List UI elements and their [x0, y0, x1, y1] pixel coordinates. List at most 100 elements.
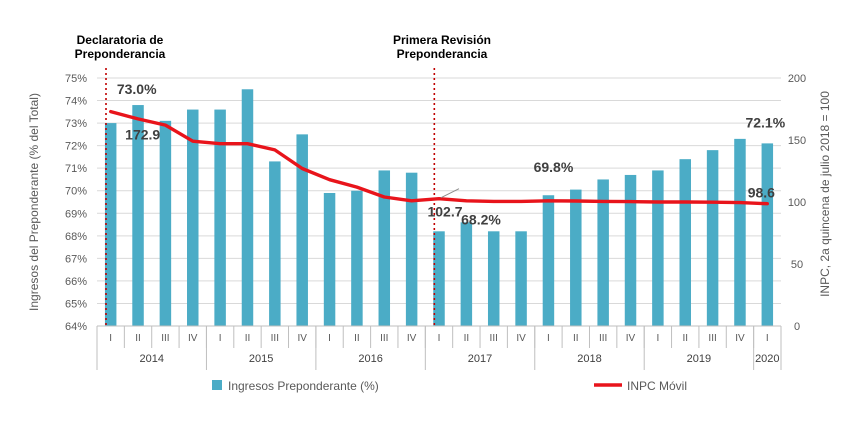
- x-tick-label: IV: [516, 333, 526, 344]
- bar: [405, 172, 418, 326]
- y-right-axis-title: INPC, 2a quincena de julio 2018 = 100: [818, 91, 832, 297]
- inpc-line: [108, 109, 769, 206]
- bar: [269, 161, 281, 326]
- x-tick-label: I: [109, 333, 112, 344]
- x-tick-label: IV: [297, 333, 307, 344]
- bar: [487, 231, 500, 326]
- bar: [132, 105, 144, 327]
- axes: 64% 65% 66% 67% 68% 69% 70% 71% 72% 73% 74% 75% 0 50 1…: [27, 73, 832, 370]
- x-year-label: 2020: [755, 353, 779, 365]
- bar: [296, 134, 308, 326]
- y-left-tick-label: 72%: [65, 141, 87, 153]
- bar: [679, 159, 691, 326]
- x-tick-label: I: [328, 333, 331, 344]
- x-tick-label: III: [599, 333, 607, 344]
- y-left-tick-label: 74%: [65, 96, 87, 108]
- x-tick-label: IV: [188, 333, 198, 344]
- x-tick-label: III: [271, 333, 279, 344]
- data-label: 73.0%: [117, 81, 157, 97]
- bar: [652, 170, 664, 326]
- x-tick-label: II: [573, 333, 579, 344]
- data-labels: 73.0% 172.9 102.768.2% 69.8% 72.1% 98.6: [117, 81, 786, 227]
- legend: Ingresos Preponderante (%) INPC Móvil: [212, 379, 687, 393]
- y-right-tick-label: 200: [788, 73, 806, 85]
- line-series: [108, 109, 769, 206]
- data-label: 98.6: [748, 185, 775, 201]
- data-label: 72.1%: [745, 114, 785, 130]
- bar: [187, 109, 199, 327]
- data-label: 68.2%: [461, 211, 501, 227]
- y-right-tick-label: 150: [788, 135, 806, 147]
- y-right-tick-label: 100: [788, 197, 806, 209]
- y-right-tick-label: 0: [794, 321, 800, 333]
- y-right-tick-label: 50: [791, 259, 803, 271]
- bar: [624, 174, 637, 326]
- bar-series: [104, 89, 774, 327]
- bar: [241, 89, 254, 326]
- bar: [351, 190, 363, 326]
- x-tick-label: IV: [407, 333, 417, 344]
- x-year-label: 2014: [139, 353, 163, 365]
- marker-caption: Primera Revisión Preponderancia: [393, 33, 491, 61]
- bar: [570, 189, 582, 326]
- y-left-tick-label: 67%: [65, 253, 87, 265]
- marker-caption-line: Preponderancia: [75, 47, 166, 61]
- x-tick-label: II: [354, 333, 360, 344]
- bar: [542, 195, 555, 326]
- legend-label: Ingresos Preponderante (%): [228, 379, 379, 393]
- bar: [159, 120, 172, 326]
- x-tick-label: III: [708, 333, 716, 344]
- y-left-axis-title: Ingresos del Preponderante (% del Total): [27, 93, 41, 311]
- x-tick-label: III: [380, 333, 388, 344]
- y-left-tick-label: 71%: [65, 163, 87, 175]
- x-year-label: 2015: [249, 353, 273, 365]
- y-left-tick-label: 73%: [65, 118, 87, 130]
- data-label-leader: [440, 188, 460, 199]
- y-left-tick-label: 65%: [65, 298, 87, 310]
- bar: [104, 123, 117, 326]
- x-year-label: 2017: [468, 353, 492, 365]
- bar: [378, 170, 391, 326]
- marker-caption: Declaratoria de Preponderancia: [75, 33, 166, 61]
- x-tick-label: I: [438, 333, 441, 344]
- bar: [597, 179, 609, 326]
- y-left-tick-label: 69%: [65, 208, 87, 220]
- bar: [433, 231, 445, 326]
- marker-caption-line: Declaratoria de: [77, 33, 164, 47]
- x-tick-label: II: [682, 333, 688, 344]
- x-tick-label: I: [656, 333, 659, 344]
- legend-label: INPC Móvil: [627, 379, 687, 393]
- legend-swatch-bar: [212, 380, 222, 390]
- bar: [515, 231, 527, 326]
- data-label: 172.9: [125, 127, 160, 143]
- x-tick-label: II: [135, 333, 141, 344]
- y-left-tick-label: 64%: [65, 321, 87, 333]
- y-left-tick-label: 70%: [65, 186, 87, 198]
- bar: [761, 143, 774, 326]
- x-tick-label: III: [490, 333, 498, 344]
- x-tick-label: II: [464, 333, 470, 344]
- y-left-tick-label: 68%: [65, 231, 87, 243]
- data-label: 69.8%: [534, 159, 574, 175]
- x-tick-label: IV: [626, 333, 636, 344]
- bar: [706, 150, 719, 326]
- bar: [734, 138, 746, 326]
- marker-caption-line: Preponderancia: [397, 47, 488, 61]
- x-year-label: 2018: [577, 353, 601, 365]
- bar: [214, 109, 226, 327]
- x-tick-label: I: [766, 333, 769, 344]
- x-tick-label: III: [161, 333, 169, 344]
- x-year-label: 2016: [358, 353, 382, 365]
- bar: [460, 222, 473, 326]
- x-tick-label: IV: [735, 333, 745, 344]
- y-left-tick-label: 66%: [65, 276, 87, 288]
- x-tick-label: I: [219, 333, 222, 344]
- data-label: 102.7: [427, 204, 462, 220]
- marker-caption-line: Primera Revisión: [393, 33, 491, 47]
- x-year-label: 2019: [687, 353, 711, 365]
- x-tick-label: II: [245, 333, 251, 344]
- y-left-tick-label: 75%: [65, 73, 87, 85]
- x-tick-label: I: [547, 333, 550, 344]
